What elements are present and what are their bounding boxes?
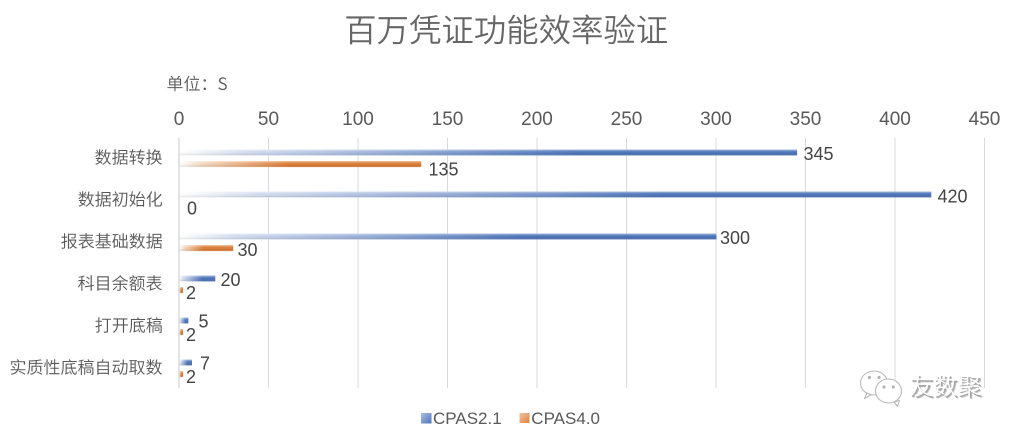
svg-text:2: 2: [186, 367, 196, 387]
svg-text:450: 450: [969, 109, 1001, 130]
svg-text:5: 5: [199, 312, 209, 332]
svg-text:300: 300: [700, 109, 732, 130]
svg-text:200: 200: [521, 109, 553, 130]
svg-text:400: 400: [879, 109, 911, 130]
svg-text:345: 345: [804, 144, 834, 164]
svg-text:0: 0: [174, 109, 185, 130]
svg-text:7: 7: [200, 354, 210, 374]
svg-text:0: 0: [187, 199, 197, 219]
svg-text:300: 300: [720, 228, 750, 248]
svg-text:50: 50: [258, 109, 279, 130]
svg-text:250: 250: [611, 109, 643, 130]
svg-text:100: 100: [342, 109, 374, 130]
svg-text:CPAS4.0: CPAS4.0: [531, 409, 600, 428]
svg-text:2: 2: [186, 325, 196, 345]
svg-text:420: 420: [938, 187, 968, 207]
svg-text:20: 20: [221, 270, 241, 290]
svg-text:135: 135: [429, 160, 459, 180]
svg-text:2: 2: [186, 283, 196, 303]
svg-text:CPAS2.1: CPAS2.1: [433, 409, 502, 428]
svg-text:150: 150: [432, 109, 464, 130]
svg-text:350: 350: [790, 109, 822, 130]
svg-text:30: 30: [238, 240, 258, 260]
